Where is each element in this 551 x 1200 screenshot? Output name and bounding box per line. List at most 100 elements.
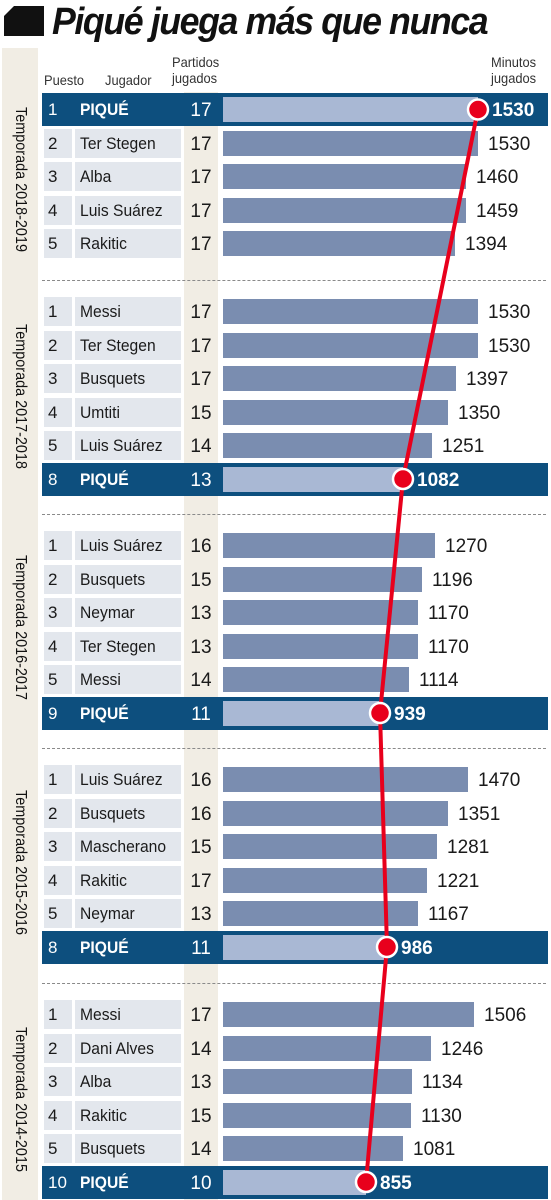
minutes-bar [223,130,478,156]
player-name: Luis Suárez [80,200,163,220]
player-name-cell: Ter Stegen [75,631,181,661]
season-label: Temporada 2018-2019 [9,80,31,280]
minutes-value-label: 1530 [488,302,531,323]
minutes-value-label: 1270 [445,536,488,557]
partidos-value: 17 [190,167,212,188]
rank-cell: 3 [44,598,72,627]
minutes-bar [223,834,437,859]
rank-cell: 1 [44,531,72,560]
player-name-cell: Luis Suárez [75,431,181,460]
player-name-cell: Ter Stegen [75,330,181,360]
player-name-cell: Luis Suárez [75,531,181,560]
player-name: Messi [80,670,121,689]
minutes-bar [223,533,435,558]
minutes-value-label: 1350 [458,402,501,424]
player-name: Luis Suárez [80,436,163,455]
title-marker-icon [4,6,44,36]
player-name: PIQUÉ [80,100,129,119]
partidos-value: 17 [190,200,212,222]
partidos-value: 15 [190,1105,212,1127]
player-name-cell: PIQUÉ [75,95,181,124]
partidos-value: 13 [190,636,212,658]
rank-cell: 4 [44,865,72,895]
player-name-cell: Neymar [75,598,181,627]
minutes-bar [223,1102,411,1128]
rank-cell: 2 [44,128,72,158]
minutes-value-label: 986 [401,937,433,959]
minutes-bar [223,633,418,659]
partidos-value: 13 [190,603,212,624]
minutes-bar [223,767,468,792]
partidos-value: 10 [190,1172,212,1194]
minutes-bar [223,433,432,458]
partidos-value: 16 [190,803,212,825]
player-name-cell: Umtiti [75,397,181,427]
player-name-cell: Rakitic [75,229,181,258]
player-name-cell: Rakitic [75,865,181,895]
rank-cell: 3 [44,162,72,191]
header-puesto: Puesto [44,72,85,88]
rank-cell: 10 [48,1172,67,1192]
minutes-value-label: 1082 [417,469,460,491]
player-name: Rakitic [80,234,127,253]
player-name: Alba [80,1072,112,1091]
minutes-bar [223,867,427,893]
season-label: Temporada 2017-2018 [9,297,31,497]
minutes-bar [223,1002,474,1027]
season-label: Temporada 2015-2016 [9,763,31,963]
player-name-cell: PIQUÉ [75,465,181,494]
rank-cell: 1 [44,297,72,326]
minutes-value-label: 1114 [419,670,459,691]
player-name-cell: Alba [75,1067,181,1096]
rank-cell: 4 [44,1100,72,1130]
minutes-value-label: 1251 [442,436,485,457]
minutes-bar [223,1035,431,1061]
partidos-value: 13 [190,469,212,491]
minutes-value-label: 939 [394,703,426,725]
minutes-value-label: 855 [380,1172,412,1194]
rank-cell: 3 [44,832,72,861]
minutes-bar [223,1169,366,1195]
page-title: Piqué juega más que nunca [52,1,489,43]
rank-cell: 5 [44,665,72,694]
rank-cell: 4 [44,195,72,225]
player-name: PIQUÉ [80,703,129,723]
partidos-value: 17 [190,1005,212,1026]
rank-cell: 2 [44,564,72,594]
player-name-cell: Busquets [75,798,181,828]
partidos-value: 15 [190,837,212,858]
player-name: Luis Suárez [80,536,163,555]
player-name: PIQUÉ [80,1172,129,1192]
minutes-bar [223,1069,412,1094]
player-name: Messi [80,1005,121,1024]
season-label-text: Temporada 2014-2015 [12,1027,29,1173]
partidos-value: 17 [190,133,212,155]
minutes-bar [223,366,456,391]
player-name: PIQUÉ [80,937,129,957]
header-minutos-line-2: jugados [491,70,537,86]
player-name-cell: Busquets [75,564,181,594]
minutes-bar [223,1136,403,1161]
minutes-value-label: 1167 [428,904,469,925]
player-name-cell: Dani Alves [75,1033,181,1063]
player-name-cell: Messi [75,1000,181,1029]
season-label-strip [2,48,38,1200]
header-partidos-jugados: Partidos jugados [172,54,219,86]
rank-cell: 4 [44,631,72,661]
header-partidos-line-1: Partidos [172,54,220,70]
player-name-cell: Alba [75,162,181,191]
season-divider [42,748,546,749]
partidos-value: 11 [191,937,211,959]
partidos-value: 13 [190,1072,212,1093]
minutes-bar [223,231,455,256]
player-name: Busquets [80,369,146,388]
player-name: Messi [80,302,121,321]
minutes-bar [223,901,418,926]
minutes-value-label: 1530 [492,100,535,121]
partidos-value: 17 [190,870,212,892]
player-name: Ter Stegen [80,636,156,656]
player-name-cell: Luis Suárez [75,765,181,794]
player-name: Ter Stegen [80,335,156,355]
header-minutos-jugados: Minutos jugados [491,54,536,86]
minutes-bar [223,600,418,625]
